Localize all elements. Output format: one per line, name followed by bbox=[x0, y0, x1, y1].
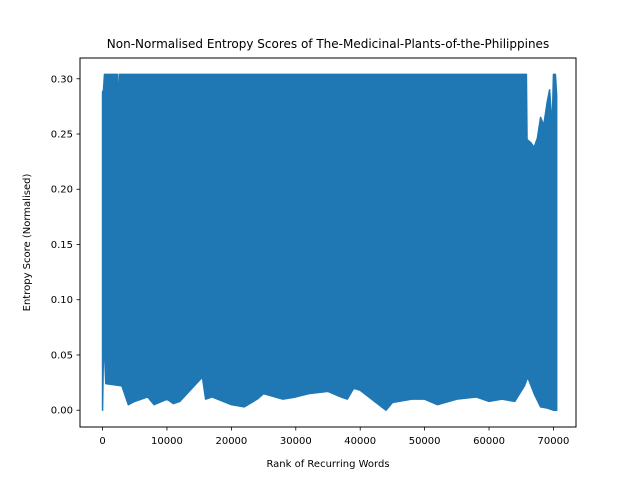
y-tick-label: 0.20 bbox=[51, 185, 73, 196]
x-axis-label: Rank of Recurring Words bbox=[266, 459, 389, 470]
x-axis-ticks: 0 10000 20000 30000 40000 50000 60000 70000 bbox=[99, 427, 569, 447]
x-tick-label: 20000 bbox=[215, 436, 247, 447]
x-tick-label: 50000 bbox=[409, 436, 441, 447]
axes-frame bbox=[79, 57, 577, 428]
x-tick-label: 30000 bbox=[280, 436, 312, 447]
x-tick-label: 60000 bbox=[473, 436, 505, 447]
y-tick-label: 0.25 bbox=[51, 130, 73, 141]
x-tick-label: 40000 bbox=[344, 436, 376, 447]
plot-area bbox=[101, 73, 558, 411]
y-tick-label: 0.15 bbox=[51, 240, 73, 251]
y-tick-label: 0.10 bbox=[51, 295, 73, 306]
y-axis-label: Entropy Score (Normalised) bbox=[22, 174, 33, 312]
x-tick-label: 10000 bbox=[151, 436, 183, 447]
x-tick-label: 70000 bbox=[538, 436, 570, 447]
series-line-0 bbox=[101, 73, 558, 411]
x-tick-label: 0 bbox=[99, 436, 105, 447]
chart-title: Non-Normalised Entropy Scores of The-Med… bbox=[107, 37, 549, 51]
y-tick-label: 0.00 bbox=[51, 406, 73, 417]
y-tick-label: 0.30 bbox=[51, 74, 73, 85]
y-tick-label: 0.05 bbox=[51, 350, 73, 361]
y-axis-ticks: 0.00 0.05 0.10 0.15 0.20 0.25 0.30 bbox=[51, 74, 80, 417]
